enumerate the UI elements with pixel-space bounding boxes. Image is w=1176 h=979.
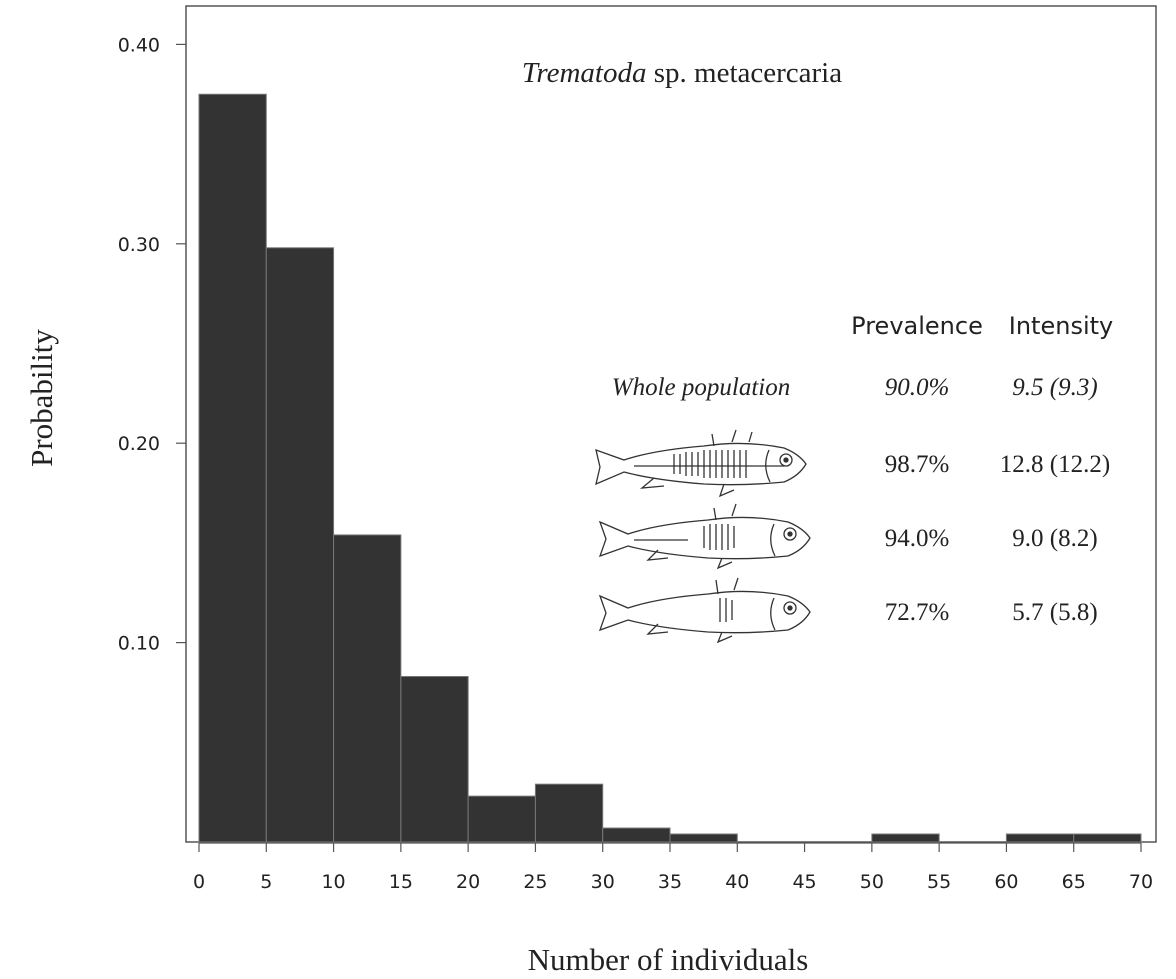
x-tick-label-40: 40 [725, 871, 749, 893]
y-tick-label-0.10: 0.10 [118, 633, 160, 655]
x-tick-label-50: 50 [860, 871, 884, 893]
row-3-intensity: 5.7 (5.8) [1012, 599, 1097, 626]
x-tick-label-65: 65 [1062, 871, 1086, 893]
x-tick-label-45: 45 [792, 871, 816, 893]
bar-25-30 [534, 783, 604, 843]
prevalence-intensity-table: Prevalence Intensity Whole population 90… [595, 312, 1113, 644]
fish-heavy-armor-icon [595, 429, 807, 498]
y-axis-label: Probability [24, 329, 59, 467]
row-0-intensity: 9.5 (9.3) [1012, 374, 1097, 401]
chart-title: Trematoda sp. metacercaria [522, 57, 842, 89]
bar-30-35 [602, 827, 671, 843]
y-axis: 0.10 0.20 0.30 0.40 [118, 34, 186, 655]
x-tick-label-0: 0 [193, 871, 205, 893]
bar-10-15 [333, 534, 402, 843]
row-1-prevalence: 98.7% [885, 451, 950, 478]
row-2-intensity: 9.0 (8.2) [1012, 525, 1097, 552]
row-3-prevalence: 72.7% [885, 599, 950, 626]
x-tick-label-10: 10 [321, 871, 345, 893]
bar-0-5 [198, 93, 267, 843]
table-header-intensity: Intensity [1009, 312, 1113, 340]
table-header-prevalence: Prevalence [851, 312, 983, 340]
x-tick-label-55: 55 [927, 871, 951, 893]
row-1-intensity: 12.8 (12.2) [1000, 451, 1110, 478]
x-tick-label-60: 60 [994, 871, 1018, 893]
x-tick-label-25: 25 [523, 871, 547, 893]
x-tick-label-15: 15 [389, 871, 413, 893]
x-axis-label: Number of individuals [528, 942, 809, 977]
chart-title-italic: Trematoda [522, 57, 647, 89]
bar-60-65 [1005, 833, 1075, 843]
x-tick-label-20: 20 [456, 871, 480, 893]
y-tick-label-0.20: 0.20 [118, 433, 160, 455]
bar-35-40 [669, 833, 738, 843]
x-axis: 0 5 10 15 20 25 30 35 40 45 50 55 60 65 70 [193, 842, 1153, 893]
bar-15-20 [400, 675, 469, 843]
x-tick-label-35: 35 [658, 871, 682, 893]
x-tick-label-70: 70 [1129, 871, 1153, 893]
x-tick-label-30: 30 [591, 871, 615, 893]
y-tick-label-0.30: 0.30 [118, 234, 160, 256]
bars-group [198, 93, 1142, 843]
bar-20-25 [467, 795, 536, 843]
row-2-prevalence: 94.0% [885, 525, 950, 552]
row-0-prevalence: 90.0% [885, 374, 950, 401]
row-label-whole-population: Whole population [612, 374, 790, 401]
fish-medium-armor-icon [598, 503, 811, 570]
bar-50-55 [871, 833, 940, 843]
bar-65-70 [1073, 833, 1142, 843]
fish-light-armor-icon [598, 577, 811, 644]
chart-title-rest: sp. metacercaria [646, 57, 842, 89]
bar-5-10 [265, 247, 335, 843]
y-tick-label-0.40: 0.40 [118, 34, 160, 56]
x-tick-label-5: 5 [260, 871, 272, 893]
